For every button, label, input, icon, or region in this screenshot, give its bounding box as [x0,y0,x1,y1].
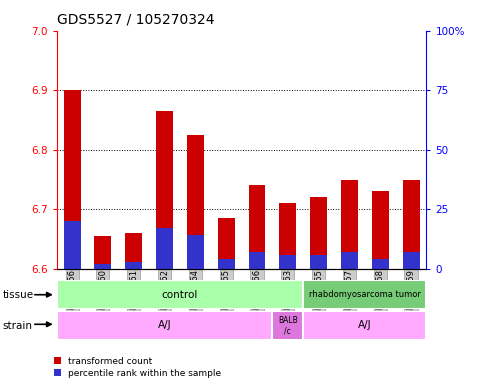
Bar [187,135,204,269]
Bar [341,180,358,269]
Bar [57,311,272,340]
Bar [125,262,142,269]
Text: control: control [162,290,198,300]
Bar [57,280,303,309]
Bar [156,228,173,269]
Text: BALB
/c: BALB /c [278,316,298,335]
Bar [95,236,111,269]
Bar [280,204,296,269]
Bar [272,311,303,340]
Bar [218,259,235,269]
Bar [95,264,111,269]
Text: strain: strain [2,321,33,331]
Bar [303,280,426,309]
Bar [248,252,265,269]
Bar [303,311,426,340]
Bar [125,233,142,269]
Text: tissue: tissue [2,290,34,300]
Text: A/J: A/J [358,320,372,331]
Text: A/J: A/J [158,320,172,331]
Bar [403,252,420,269]
Bar [372,259,388,269]
Bar [187,235,204,269]
Bar [64,90,80,269]
Bar [64,221,80,269]
Bar [310,255,327,269]
Legend: transformed count, percentile rank within the sample: transformed count, percentile rank withi… [54,357,221,377]
Bar [248,185,265,269]
Bar [280,255,296,269]
Bar [310,197,327,269]
Text: GDS5527 / 105270324: GDS5527 / 105270324 [57,13,214,27]
Bar [156,111,173,269]
Bar [372,192,388,269]
Text: rhabdomyosarcoma tumor: rhabdomyosarcoma tumor [309,290,421,299]
Bar [403,180,420,269]
Bar [218,218,235,269]
Bar [341,252,358,269]
